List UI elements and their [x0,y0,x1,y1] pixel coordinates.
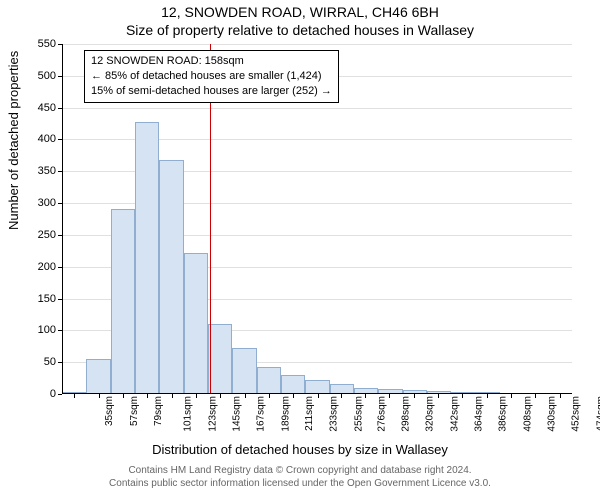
x-tick [74,394,75,398]
x-tick [535,394,536,398]
x-tick [462,394,463,398]
x-tick-label: 408sqm [522,396,533,432]
x-axis-label: Distribution of detached houses by size … [0,442,600,457]
x-tick-label: 233sqm [329,396,340,432]
x-tick-label: 123sqm [207,396,218,432]
x-tick [293,394,294,398]
x-tick [487,394,488,398]
x-tick [245,394,246,398]
x-tick [389,394,390,398]
x-tick-label: 320sqm [425,396,436,432]
x-tick [511,394,512,398]
x-tick [99,394,100,398]
x-tick [269,394,270,398]
x-tick-label: 386sqm [498,396,509,432]
y-tick-label: 400 [38,133,56,145]
y-tick-label: 300 [38,197,56,209]
x-tick-label: 364sqm [474,396,485,432]
x-tick [414,394,415,398]
x-tick-label: 211sqm [304,396,315,431]
histogram-plot: 05010015020025030035040045050055035sqm57… [62,44,572,394]
y-tick-label: 500 [38,70,56,82]
x-tick [365,394,366,398]
x-tick-label: 35sqm [104,396,115,426]
y-tick-label: 250 [38,229,56,241]
x-tick-label: 452sqm [571,396,582,432]
x-tick-label: 430sqm [547,396,558,432]
y-tick-label: 350 [38,165,56,177]
y-axis-label: Number of detached properties [6,51,21,230]
title-subtitle: Size of property relative to detached ho… [0,22,600,38]
x-tick-label: 167sqm [256,396,267,432]
x-tick [123,394,124,398]
attribution-line2: Contains public sector information licen… [109,478,491,489]
x-tick-label: 298sqm [401,396,412,432]
y-tick [58,394,62,395]
x-tick [172,394,173,398]
y-tick-label: 550 [38,38,56,50]
y-tick-label: 100 [38,324,56,336]
title-address: 12, SNOWDEN ROAD, WIRRAL, CH46 6BH [0,4,600,20]
x-tick-label: 145sqm [231,396,242,432]
x-tick [318,394,319,398]
y-tick-label: 0 [50,388,56,400]
y-tick-label: 50 [44,356,56,368]
y-tick-label: 200 [38,261,56,273]
x-tick [560,394,561,398]
x-tick [220,394,221,398]
x-tick-label: 189sqm [280,396,291,432]
y-tick-label: 150 [38,293,56,305]
x-tick [196,394,197,398]
attribution-text: Contains HM Land Registry data © Crown c… [0,464,600,490]
x-tick-label: 474sqm [595,396,600,432]
x-tick [341,394,342,398]
x-tick-label: 101sqm [183,396,194,432]
plot-border [62,44,572,394]
x-tick-label: 255sqm [353,396,364,432]
x-tick-label: 342sqm [449,396,460,432]
x-tick-label: 57sqm [129,396,140,426]
x-tick-label: 79sqm [153,396,164,426]
x-tick [147,394,148,398]
y-tick-label: 450 [38,102,56,114]
x-tick [438,394,439,398]
attribution-line1: Contains HM Land Registry data © Crown c… [128,465,471,476]
x-tick-label: 276sqm [376,396,387,432]
